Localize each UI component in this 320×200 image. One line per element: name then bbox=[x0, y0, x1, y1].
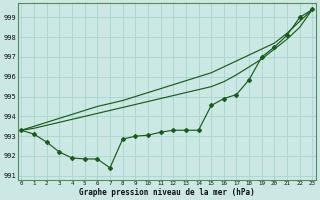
X-axis label: Graphe pression niveau de la mer (hPa): Graphe pression niveau de la mer (hPa) bbox=[79, 188, 255, 197]
